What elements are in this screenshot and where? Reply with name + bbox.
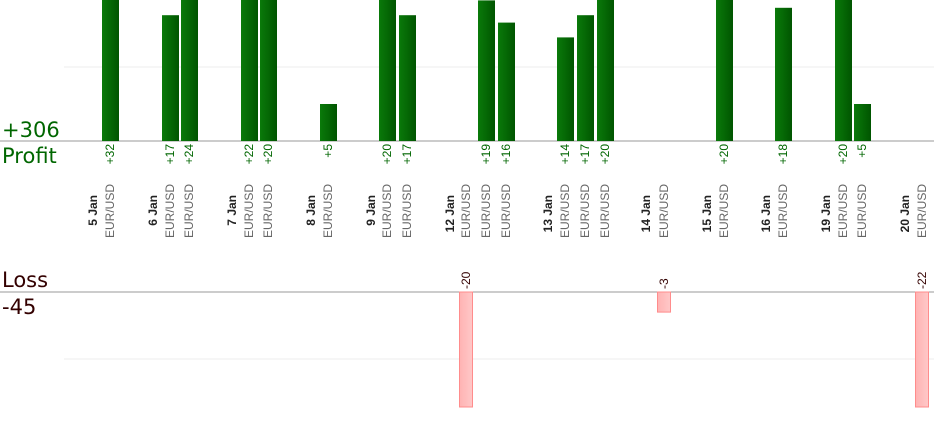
pair-label-15-jan-15: EUR/USD: [717, 184, 731, 238]
pair-label-5-jan-0: EUR/USD: [103, 184, 117, 238]
pair-label-7-jan-3: EUR/USD: [242, 184, 256, 238]
pair-label-19-jan-17: EUR/USD: [836, 184, 850, 238]
pair-label-19-jan-18: EUR/USD: [855, 184, 869, 238]
profit-bar-12-jan-9: [478, 0, 495, 142]
pair-label-16-jan-16: EUR/USD: [776, 184, 790, 238]
date-label-6-jan: 6 Jan: [146, 195, 160, 226]
profit-value-label-13-jan-11: +14: [558, 144, 572, 165]
profit-value-label-12-jan-9: +19: [479, 144, 493, 165]
date-label-13-jan: 13 Jan: [541, 195, 555, 232]
pair-label-20-jan-19: EUR/USD: [915, 184, 929, 238]
profit-value-label-19-jan-17: +20: [836, 144, 850, 165]
loss-bar-14-jan-14: [657, 291, 671, 313]
profit-value-label-13-jan-13: +20: [598, 144, 612, 165]
date-label-9-jan: 9 Jan: [364, 195, 378, 226]
pair-label-6-jan-2: EUR/USD: [182, 184, 196, 238]
profit-bar-7-jan-3: [241, 0, 258, 141]
date-label-5-jan: 5 Jan: [86, 195, 100, 226]
profit-bar-19-jan-17: [835, 0, 852, 141]
date-label-19-jan: 19 Jan: [819, 195, 833, 232]
profit-value-label-5-jan-0: +32: [103, 144, 117, 165]
pair-label-13-jan-13: EUR/USD: [598, 184, 612, 238]
profit-bar-9-jan-6: [379, 0, 396, 141]
profit-value-label-6-jan-1: +17: [163, 144, 177, 165]
date-label-12-jan: 12 Jan: [443, 195, 457, 232]
pair-label-12-jan-9: EUR/USD: [479, 184, 493, 238]
profit-value-label-16-jan-16: +18: [776, 144, 790, 165]
pair-label-13-jan-12: EUR/USD: [578, 184, 592, 238]
date-label-7-jan: 7 Jan: [225, 195, 239, 226]
pair-label-6-jan-1: EUR/USD: [163, 184, 177, 238]
profit-bar-12-jan-10: [498, 22, 515, 142]
profit-value-label-9-jan-7: +17: [400, 144, 414, 165]
profit-value-label-6-jan-2: +24: [182, 144, 196, 165]
date-label-20-jan: 20 Jan: [898, 195, 912, 232]
pair-label-7-jan-4: EUR/USD: [261, 184, 275, 238]
pair-label-9-jan-6: EUR/USD: [380, 184, 394, 238]
profit-bar-7-jan-4: [260, 0, 277, 141]
profit-bar-6-jan-2: [181, 0, 198, 141]
profit-bar-8-jan-5: [320, 104, 337, 141]
profit-value-label-8-jan-5: +5: [321, 144, 335, 158]
pair-label-9-jan-7: EUR/USD: [400, 184, 414, 238]
loss-total: -45: [2, 295, 37, 319]
profit-value-label-7-jan-3: +22: [242, 144, 256, 165]
profit-value-label-7-jan-4: +20: [261, 144, 275, 165]
loss-value-label-12-jan-8: -20: [459, 271, 473, 289]
profit-value-label-13-jan-12: +17: [578, 144, 592, 165]
pair-label-14-jan-14: EUR/USD: [657, 184, 671, 238]
profit-bar-13-jan-13: [597, 0, 614, 141]
loss-bar-12-jan-8: [459, 291, 473, 408]
profit-bar-9-jan-7: [399, 15, 416, 142]
profit-bar-6-jan-1: [162, 15, 179, 142]
pair-label-13-jan-11: EUR/USD: [558, 184, 572, 238]
profit-bar-15-jan-15: [716, 0, 733, 141]
profit-value-label-19-jan-18: +5: [855, 144, 869, 158]
date-label-15-jan: 15 Jan: [700, 195, 714, 232]
profit-value-label-15-jan-15: +20: [717, 144, 731, 165]
profit-bar-16-jan-16: [775, 7, 792, 141]
loss-value-label-20-jan-19: -22: [915, 271, 929, 289]
date-label-8-jan: 8 Jan: [304, 195, 318, 226]
profit-title: Profit: [2, 144, 57, 168]
profit-bar-19-jan-18: [854, 104, 871, 141]
loss-value-label-14-jan-14: -3: [657, 278, 671, 289]
loss-bar-20-jan-19: [915, 291, 929, 408]
pair-label-8-jan-5: EUR/USD: [321, 184, 335, 238]
date-label-14-jan: 14 Jan: [639, 195, 653, 232]
profit-bar-5-jan-0: [102, 0, 119, 141]
profit-bar-13-jan-11: [557, 37, 574, 141]
profit-bar-13-jan-12: [577, 15, 594, 142]
loss-title: Loss: [2, 268, 49, 292]
profit-value-label-12-jan-10: +16: [499, 144, 513, 165]
pair-label-12-jan-10: EUR/USD: [499, 184, 513, 238]
date-label-16-jan: 16 Jan: [759, 195, 773, 232]
profit-total: +306: [2, 118, 60, 142]
pair-label-12-jan-8: EUR/USD: [459, 184, 473, 238]
profit-value-label-9-jan-6: +20: [380, 144, 394, 165]
